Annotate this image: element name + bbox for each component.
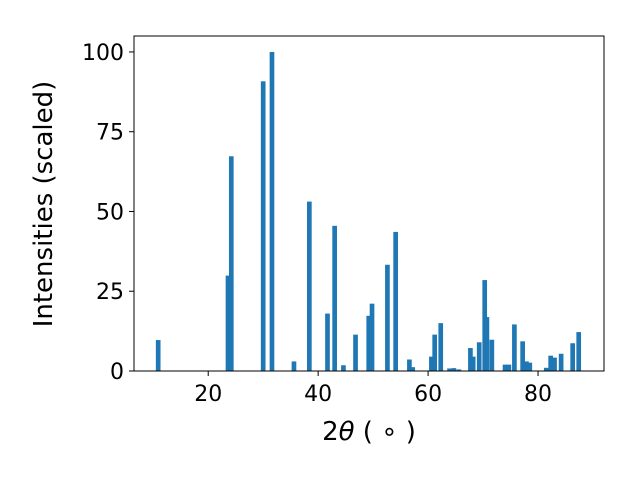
y-tick-label: 25 xyxy=(96,280,124,305)
y-tick-label: 100 xyxy=(82,41,124,66)
x-axis-label-theta: θ xyxy=(339,417,355,447)
y-tick-label: 50 xyxy=(96,200,124,225)
x-tick-label: 60 xyxy=(414,382,442,407)
x-axis-label: 2θ ( ∘ ) xyxy=(322,417,416,447)
bar xyxy=(307,201,312,371)
bar xyxy=(385,264,390,371)
bar xyxy=(576,332,582,371)
bar xyxy=(552,357,557,371)
y-tick-label: 75 xyxy=(96,121,124,146)
bar xyxy=(451,368,457,371)
bar xyxy=(410,367,416,371)
bar xyxy=(260,81,266,372)
bar xyxy=(543,367,549,371)
x-tick-label: 40 xyxy=(304,382,332,407)
bar xyxy=(155,340,161,371)
bar xyxy=(558,353,564,371)
bar xyxy=(524,361,529,371)
x-axis-label-prefix: 2 xyxy=(322,417,339,447)
bar xyxy=(269,51,275,371)
bar xyxy=(456,369,462,371)
bar xyxy=(291,361,297,371)
bar xyxy=(484,317,490,371)
bar xyxy=(470,356,476,371)
bar xyxy=(520,341,525,371)
bar xyxy=(353,334,358,371)
bar xyxy=(570,343,575,371)
bar xyxy=(527,362,533,371)
bar xyxy=(432,334,438,371)
x-tick-label: 20 xyxy=(194,382,222,407)
bar xyxy=(548,355,554,371)
x-axis-label-unit: ( ∘ ) xyxy=(355,417,416,447)
x-axis-ticks: 20 40 60 80 xyxy=(194,371,552,407)
bar xyxy=(476,342,482,371)
bar xyxy=(512,324,517,371)
bar xyxy=(332,225,337,371)
bar xyxy=(447,368,452,371)
plot-frame xyxy=(133,35,605,372)
bars-group xyxy=(155,51,582,372)
bar xyxy=(468,348,473,371)
x-tick-label: 80 xyxy=(524,382,552,407)
y-axis-ticks: 0 25 50 75 100 xyxy=(82,41,134,385)
bar xyxy=(506,364,512,371)
bar xyxy=(341,365,346,371)
bar xyxy=(502,364,508,371)
bar xyxy=(407,359,412,371)
bar xyxy=(369,303,375,371)
bar xyxy=(225,275,231,371)
bar xyxy=(438,323,444,371)
bar xyxy=(325,313,330,371)
bar xyxy=(429,356,434,371)
bar xyxy=(228,156,234,371)
y-axis-label: Intensities (scaled) xyxy=(29,81,59,328)
bar xyxy=(393,231,398,371)
bar xyxy=(489,339,495,371)
y-tick-label: 0 xyxy=(110,360,124,385)
bar xyxy=(366,315,372,371)
